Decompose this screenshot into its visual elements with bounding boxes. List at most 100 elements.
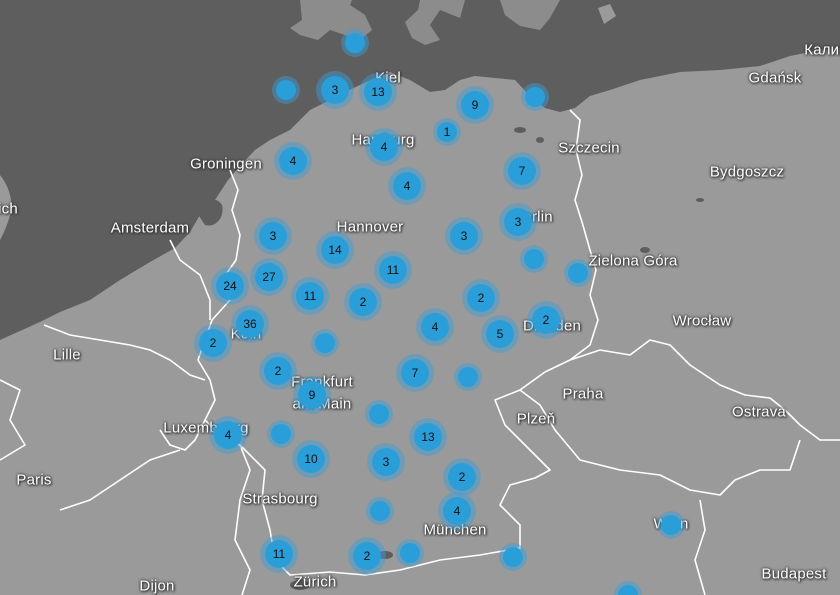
cluster-marker[interactable]	[311, 329, 339, 357]
france-belgium-inner	[59, 449, 181, 511]
cluster-marker[interactable]	[520, 245, 548, 273]
cluster-count	[369, 404, 389, 424]
city-label-zielona-gora: Zielona Góra	[588, 252, 678, 270]
cluster-count: 7	[508, 157, 536, 185]
cluster-marker[interactable]: 2	[259, 352, 297, 390]
cluster-count: 11	[379, 256, 407, 284]
lakes	[290, 127, 704, 590]
cluster-marker[interactable]	[267, 420, 295, 448]
city-label-groningen: Groningen	[190, 155, 262, 173]
city-label-zurich: Zürich	[293, 573, 337, 591]
cluster-marker[interactable]	[564, 259, 592, 287]
cluster-count: 3	[372, 448, 400, 476]
cluster-marker[interactable]: 4	[438, 492, 476, 530]
netherlands-belgium-border	[169, 239, 211, 320]
cluster-marker[interactable]: 36	[231, 305, 269, 343]
city-label-budapest: Budapest	[761, 565, 827, 583]
cluster-marker[interactable]: 11	[374, 251, 412, 289]
cluster-count: 4	[214, 421, 242, 449]
cluster-marker[interactable]	[614, 581, 642, 595]
cluster-marker[interactable]: 2	[443, 458, 481, 496]
cluster-marker[interactable]: 4	[209, 416, 247, 454]
cluster-count: 11	[296, 282, 324, 310]
cluster-marker[interactable]: 7	[396, 354, 434, 392]
cluster-count: 36	[236, 310, 264, 338]
uk-coast	[0, 175, 12, 240]
cluster-count	[315, 333, 335, 353]
cluster-marker[interactable]: 5	[481, 315, 519, 353]
cluster-count	[400, 543, 420, 563]
cluster-count: 2	[353, 542, 381, 570]
cluster-marker[interactable]	[499, 543, 527, 571]
cluster-marker[interactable]	[272, 76, 300, 104]
cluster-count: 2	[448, 463, 476, 491]
cluster-marker[interactable]	[454, 363, 482, 391]
cluster-count	[661, 515, 681, 535]
cluster-marker[interactable]: 2	[348, 537, 386, 575]
cluster-count: 2	[467, 284, 495, 312]
cluster-marker[interactable]: 4	[365, 128, 403, 166]
cluster-marker[interactable]	[657, 511, 685, 539]
cluster-marker[interactable]: 9	[293, 376, 331, 414]
cluster-marker[interactable]	[341, 29, 369, 57]
cluster-count: 11	[265, 540, 293, 568]
belgium-france-border	[43, 324, 206, 381]
cluster-marker[interactable]: 3	[445, 217, 483, 255]
cluster-marker[interactable]: 7	[503, 152, 541, 190]
cluster-marker[interactable]: 14	[316, 231, 354, 269]
cluster-marker[interactable]: 9	[456, 86, 494, 124]
cluster-count: 4	[279, 147, 307, 175]
cluster-count: 1	[437, 122, 457, 142]
cluster-count: 14	[321, 236, 349, 264]
cluster-marker[interactable]: 13	[409, 418, 447, 456]
cluster-marker[interactable]: 3	[367, 443, 405, 481]
cluster-marker[interactable]: 2	[527, 301, 565, 339]
cluster-marker[interactable]: 4	[388, 167, 426, 205]
cluster-count: 13	[414, 423, 442, 451]
bornholm-island	[598, 4, 616, 24]
city-label-praha: Praha	[562, 385, 604, 403]
cluster-count: 4	[393, 172, 421, 200]
cluster-marker[interactable]	[521, 83, 549, 111]
austria-hungary-border	[694, 499, 706, 595]
cluster-count: 3	[450, 222, 478, 250]
cluster-marker[interactable]: 1	[433, 118, 461, 146]
cluster-marker[interactable]: 10	[292, 440, 330, 478]
cluster-count: 3	[504, 208, 532, 236]
cluster-marker[interactable]	[365, 400, 393, 428]
city-label-plzen: Plzeň	[516, 410, 556, 428]
city-label-bydgoszcz: Bydgoszcz	[709, 163, 785, 181]
cluster-count: 9	[461, 91, 489, 119]
city-label-dijon: Dijon	[139, 577, 175, 595]
cluster-marker[interactable]: 2	[344, 283, 382, 321]
cluster-marker[interactable]: 3	[316, 71, 354, 109]
west-border	[0, 379, 26, 461]
cluster-marker[interactable]: 11	[260, 535, 298, 573]
cluster-count: 27	[255, 263, 283, 291]
ijsselmeer-water	[195, 199, 223, 226]
cluster-marker[interactable]: 11	[291, 277, 329, 315]
cluster-marker[interactable]: 3	[254, 217, 292, 255]
city-label-szczecin: Szczecin	[558, 139, 620, 157]
cluster-count: 3	[259, 222, 287, 250]
cluster-marker[interactable]: 13	[359, 73, 397, 111]
cluster-marker[interactable]: 2	[194, 324, 232, 362]
cluster-marker[interactable]: 2	[462, 279, 500, 317]
luxembourg-border	[159, 419, 206, 451]
cluster-count: 13	[364, 78, 392, 106]
cluster-count	[524, 249, 544, 269]
cluster-marker[interactable]: 24	[211, 267, 249, 305]
city-label-wroclaw: Wrocław	[672, 312, 732, 330]
cluster-marker[interactable]: 4	[416, 308, 454, 346]
cluster-marker[interactable]: 4	[274, 142, 312, 180]
cluster-count: 4	[443, 497, 471, 525]
sweden-land	[500, 0, 560, 30]
cluster-marker[interactable]	[396, 539, 424, 567]
cluster-count: 5	[486, 320, 514, 348]
cluster-marker[interactable]: 27	[250, 258, 288, 296]
cluster-marker[interactable]	[366, 497, 394, 525]
cluster-marker[interactable]: 3	[499, 203, 537, 241]
city-label-paris: Paris	[16, 471, 52, 489]
